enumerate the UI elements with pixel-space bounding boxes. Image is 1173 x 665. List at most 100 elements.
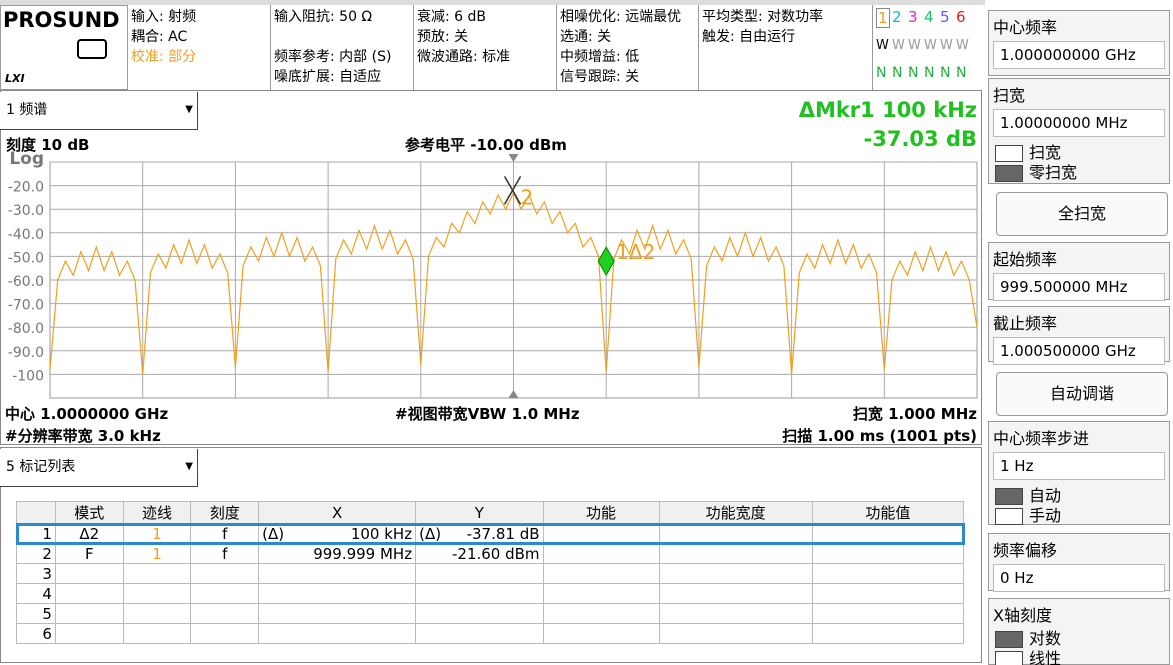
- prefix: (Δ): [262, 524, 285, 543]
- cell: f: [190, 543, 260, 564]
- logo: PROSUND: [3, 8, 120, 32]
- cell: [811, 603, 965, 624]
- cell: [658, 563, 813, 584]
- cell-text: f: [222, 524, 228, 543]
- settings-col: 衰减: 6 dB 预放: 关微波通路: 标准: [417, 7, 510, 67]
- table-row: 2 F 1 f 999.999 MHz -21.60 dBm: [16, 543, 965, 564]
- cell: [415, 563, 544, 584]
- settings-col: 平均类型: 对数功率 触发: 自由运行: [702, 7, 823, 47]
- cell: [415, 583, 544, 604]
- plot-panel: [0, 90, 982, 445]
- ref-arrow: [508, 154, 519, 162]
- cell-text: F: [84, 544, 94, 563]
- ref-arrow: [508, 390, 519, 398]
- cell: 3: [16, 563, 56, 584]
- softkey-title: 中心频率步进: [993, 429, 1090, 448]
- softkey-value: 0 Hz: [993, 564, 1165, 592]
- marker-readout: ΔMkr1 100 kHz: [798, 98, 977, 122]
- softkey[interactable]: 起始频率 999.500000 MHz: [988, 242, 1170, 301]
- softkey[interactable]: 截止频率 1.000500000 GHz: [988, 306, 1170, 365]
- chart: Log -20.0 -30.0 -40.0 -50.0 -60.0 -70.0 -80.0 -9…: [8, 149, 978, 399]
- header-cell: Y: [415, 501, 544, 524]
- softkey[interactable]: X轴刻度 对数 线性: [988, 598, 1170, 665]
- header-cell: 功能值: [811, 501, 965, 524]
- cell: [658, 523, 813, 544]
- window-selector[interactable]: 1 频谱: [0, 92, 198, 130]
- softkey-title: 截止频率: [993, 314, 1058, 333]
- cell-text: f: [222, 544, 228, 563]
- setting: 预放: 关: [417, 29, 469, 45]
- header-row: 模式 迹线 刻度 X Y 功能 功能宽度 功能值: [16, 501, 965, 524]
- cell: [122, 563, 192, 584]
- y-tick-label: -100: [12, 368, 44, 384]
- setting: 耦合: AC: [131, 29, 188, 45]
- cell: 999.999 MHz: [258, 543, 417, 564]
- cell: [658, 583, 813, 604]
- marker: [597, 246, 615, 277]
- cell: [811, 563, 965, 584]
- trace-type: W: [892, 38, 905, 53]
- softkey[interactable]: 频率偏移 0 Hz: [988, 533, 1170, 592]
- footer: 中心 1.0000000 GHz: [5, 405, 169, 423]
- button[interactable]: 全扫宽: [996, 192, 1168, 236]
- trace-number: 1: [876, 8, 890, 28]
- trace-type: W: [924, 38, 937, 53]
- setting: 输入: 射频: [131, 9, 197, 25]
- table-row: 3: [16, 563, 965, 584]
- softkey[interactable]: 中心频率步进 1 Hz 自动 手动: [988, 421, 1170, 525]
- cell: [54, 623, 124, 644]
- cell: [258, 603, 417, 624]
- softkey[interactable]: 中心频率 1.000000000 GHz: [988, 10, 1170, 76]
- cell: [811, 623, 965, 644]
- footer: 扫描 1.00 ms (1001 pts): [782, 427, 977, 445]
- y-tick-label: -20.0: [8, 180, 44, 196]
- softkey[interactable]: 扫宽 1.00000000 MHz 扫宽 零扫宽: [988, 78, 1170, 184]
- cell: -21.60 dBm: [415, 543, 544, 564]
- cell: [258, 583, 417, 604]
- cell: Δ2: [54, 523, 124, 544]
- button[interactable]: 自动调谐: [996, 372, 1168, 416]
- cell: [542, 523, 660, 544]
- trace-type: W: [956, 38, 969, 53]
- softkey-value: 999.500000 MHz: [993, 273, 1165, 301]
- option: 线性: [1029, 649, 1062, 665]
- cell: [415, 623, 544, 644]
- lxi: LXI: [5, 72, 25, 85]
- cell: [542, 543, 660, 564]
- cell: (Δ) 100 kHz: [258, 523, 417, 544]
- y-tick-label: -60.0: [8, 274, 44, 290]
- cell-text: 1: [152, 544, 162, 563]
- setting: 中频增益: 低: [560, 49, 640, 65]
- cell: [54, 603, 124, 624]
- cell: 1: [16, 523, 56, 544]
- table-panel: [0, 447, 982, 663]
- cell: [658, 623, 813, 644]
- cell-text: Δ2: [79, 524, 100, 543]
- header-cell: [16, 501, 56, 524]
- softkey-title: 中心频率: [993, 18, 1058, 37]
- softkey-value: 1.000000000 GHz: [993, 41, 1165, 69]
- scale-label: 刻度 10 dB: [6, 136, 90, 154]
- detector: N: [924, 65, 935, 81]
- footer: #视图带宽VBW 1.0 MHz: [395, 405, 580, 423]
- header-cell: 功能宽度: [658, 501, 813, 524]
- marker-label: 2: [521, 185, 534, 209]
- softkey-title: X轴刻度: [993, 606, 1052, 625]
- trace-type: W: [876, 38, 889, 53]
- detector: N: [908, 65, 919, 81]
- table-row: 1 Δ2 1 f (Δ) 100 kHz (Δ) -37.81 dB: [15, 522, 965, 545]
- cell-text: 999.999 MHz: [313, 544, 413, 563]
- table-row: 5: [16, 603, 965, 624]
- cell: 1: [122, 543, 192, 564]
- cell: [258, 623, 417, 644]
- detector: N: [956, 65, 967, 81]
- cell: [811, 523, 965, 544]
- header-cell: 功能: [542, 501, 660, 524]
- window-selector[interactable]: 5 标记列表: [0, 449, 198, 487]
- softkey-title: 扫宽: [993, 86, 1026, 105]
- trace-number: 6: [956, 8, 966, 26]
- cell: f: [190, 523, 260, 544]
- option: 自动: [1029, 486, 1062, 505]
- cell: [54, 563, 124, 584]
